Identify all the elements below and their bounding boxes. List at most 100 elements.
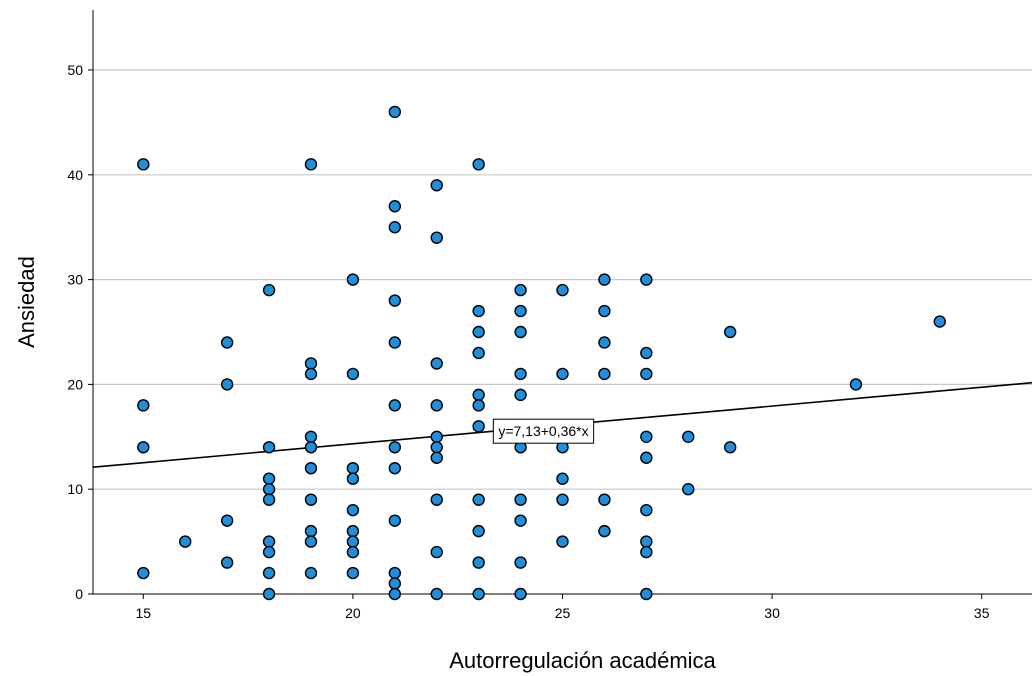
data-point [388, 294, 402, 307]
data-point [262, 283, 276, 297]
data-point [514, 587, 527, 601]
data-point [346, 566, 360, 580]
data-point [388, 200, 402, 213]
data-point [346, 462, 360, 475]
data-point [388, 514, 402, 527]
data-point [262, 545, 276, 559]
data-point [472, 325, 485, 339]
data-point [262, 535, 276, 548]
axis-ticks: 0 10 20 30 40 50 15 20 25 30 35 [67, 62, 989, 621]
regression-equation-label: y=7,13+0,36*x [492, 418, 595, 444]
data-point [430, 493, 443, 506]
data-point [472, 587, 485, 601]
data-point [556, 535, 569, 548]
y-tick-label: 10 [67, 481, 83, 497]
data-point [220, 556, 234, 569]
data-point [598, 524, 611, 538]
data-point [388, 336, 402, 349]
data-point [472, 493, 485, 506]
data-point [304, 441, 318, 454]
data-point [346, 367, 360, 381]
data-point [514, 493, 527, 506]
data-point [598, 336, 611, 349]
data-point [262, 472, 276, 485]
data-point [472, 524, 485, 538]
data-point [640, 451, 653, 464]
x-tick-label: 15 [136, 605, 152, 621]
data-point [640, 367, 653, 381]
data-point [598, 273, 611, 286]
data-point [598, 367, 611, 381]
data-point [304, 493, 318, 506]
data-point [640, 535, 653, 548]
data-point [388, 566, 402, 580]
data-point [346, 524, 360, 538]
y-axis-title: Ansiedad [14, 256, 39, 348]
data-point [556, 493, 569, 506]
data-point [430, 545, 443, 559]
data-point [682, 430, 695, 443]
y-tick-label: 50 [67, 62, 83, 78]
data-point [430, 399, 443, 412]
data-point [472, 346, 485, 360]
data-point [388, 462, 402, 475]
data-point [514, 325, 527, 339]
data-point [640, 273, 653, 286]
data-point [346, 545, 360, 559]
data-points [137, 105, 946, 601]
data-point [723, 325, 737, 339]
data-point [137, 441, 150, 454]
data-point [220, 336, 234, 349]
data-point [262, 493, 276, 506]
data-point [640, 503, 653, 517]
data-point [430, 357, 443, 370]
data-point [304, 524, 318, 538]
y-tick-label: 20 [67, 376, 83, 392]
data-point [430, 430, 443, 443]
data-point [556, 472, 569, 485]
data-point [304, 357, 318, 370]
data-point [262, 441, 276, 454]
data-point [179, 535, 192, 548]
data-point [388, 577, 402, 590]
data-point [430, 231, 443, 244]
data-point [304, 462, 318, 475]
data-point [472, 556, 485, 569]
data-point [304, 367, 318, 381]
x-tick-label: 25 [555, 605, 571, 621]
data-point [430, 179, 443, 192]
data-point [723, 441, 737, 454]
data-point [598, 304, 611, 318]
data-point [137, 158, 150, 171]
data-point [472, 158, 485, 171]
data-point [137, 399, 150, 412]
data-point [598, 493, 611, 506]
data-point [220, 378, 234, 391]
data-point [514, 304, 527, 318]
data-point [514, 283, 527, 297]
data-point [682, 483, 695, 496]
data-point [346, 273, 360, 286]
data-point [304, 430, 318, 443]
data-point [430, 451, 443, 464]
data-point [388, 220, 402, 234]
x-tick-label: 20 [345, 605, 361, 621]
x-tick-label: 30 [764, 605, 780, 621]
data-point [472, 304, 485, 318]
data-point [640, 346, 653, 360]
data-point [304, 566, 318, 580]
y-tick-label: 30 [67, 272, 83, 288]
grid-lines [93, 69, 1032, 490]
data-point [514, 388, 527, 402]
data-point [137, 566, 150, 580]
data-point [304, 158, 318, 171]
data-point [849, 378, 863, 391]
data-point [640, 545, 653, 559]
data-point [556, 367, 569, 381]
data-point [514, 556, 527, 569]
data-point [388, 587, 402, 601]
data-point [262, 483, 276, 496]
data-point [472, 388, 485, 402]
data-point [556, 283, 569, 297]
